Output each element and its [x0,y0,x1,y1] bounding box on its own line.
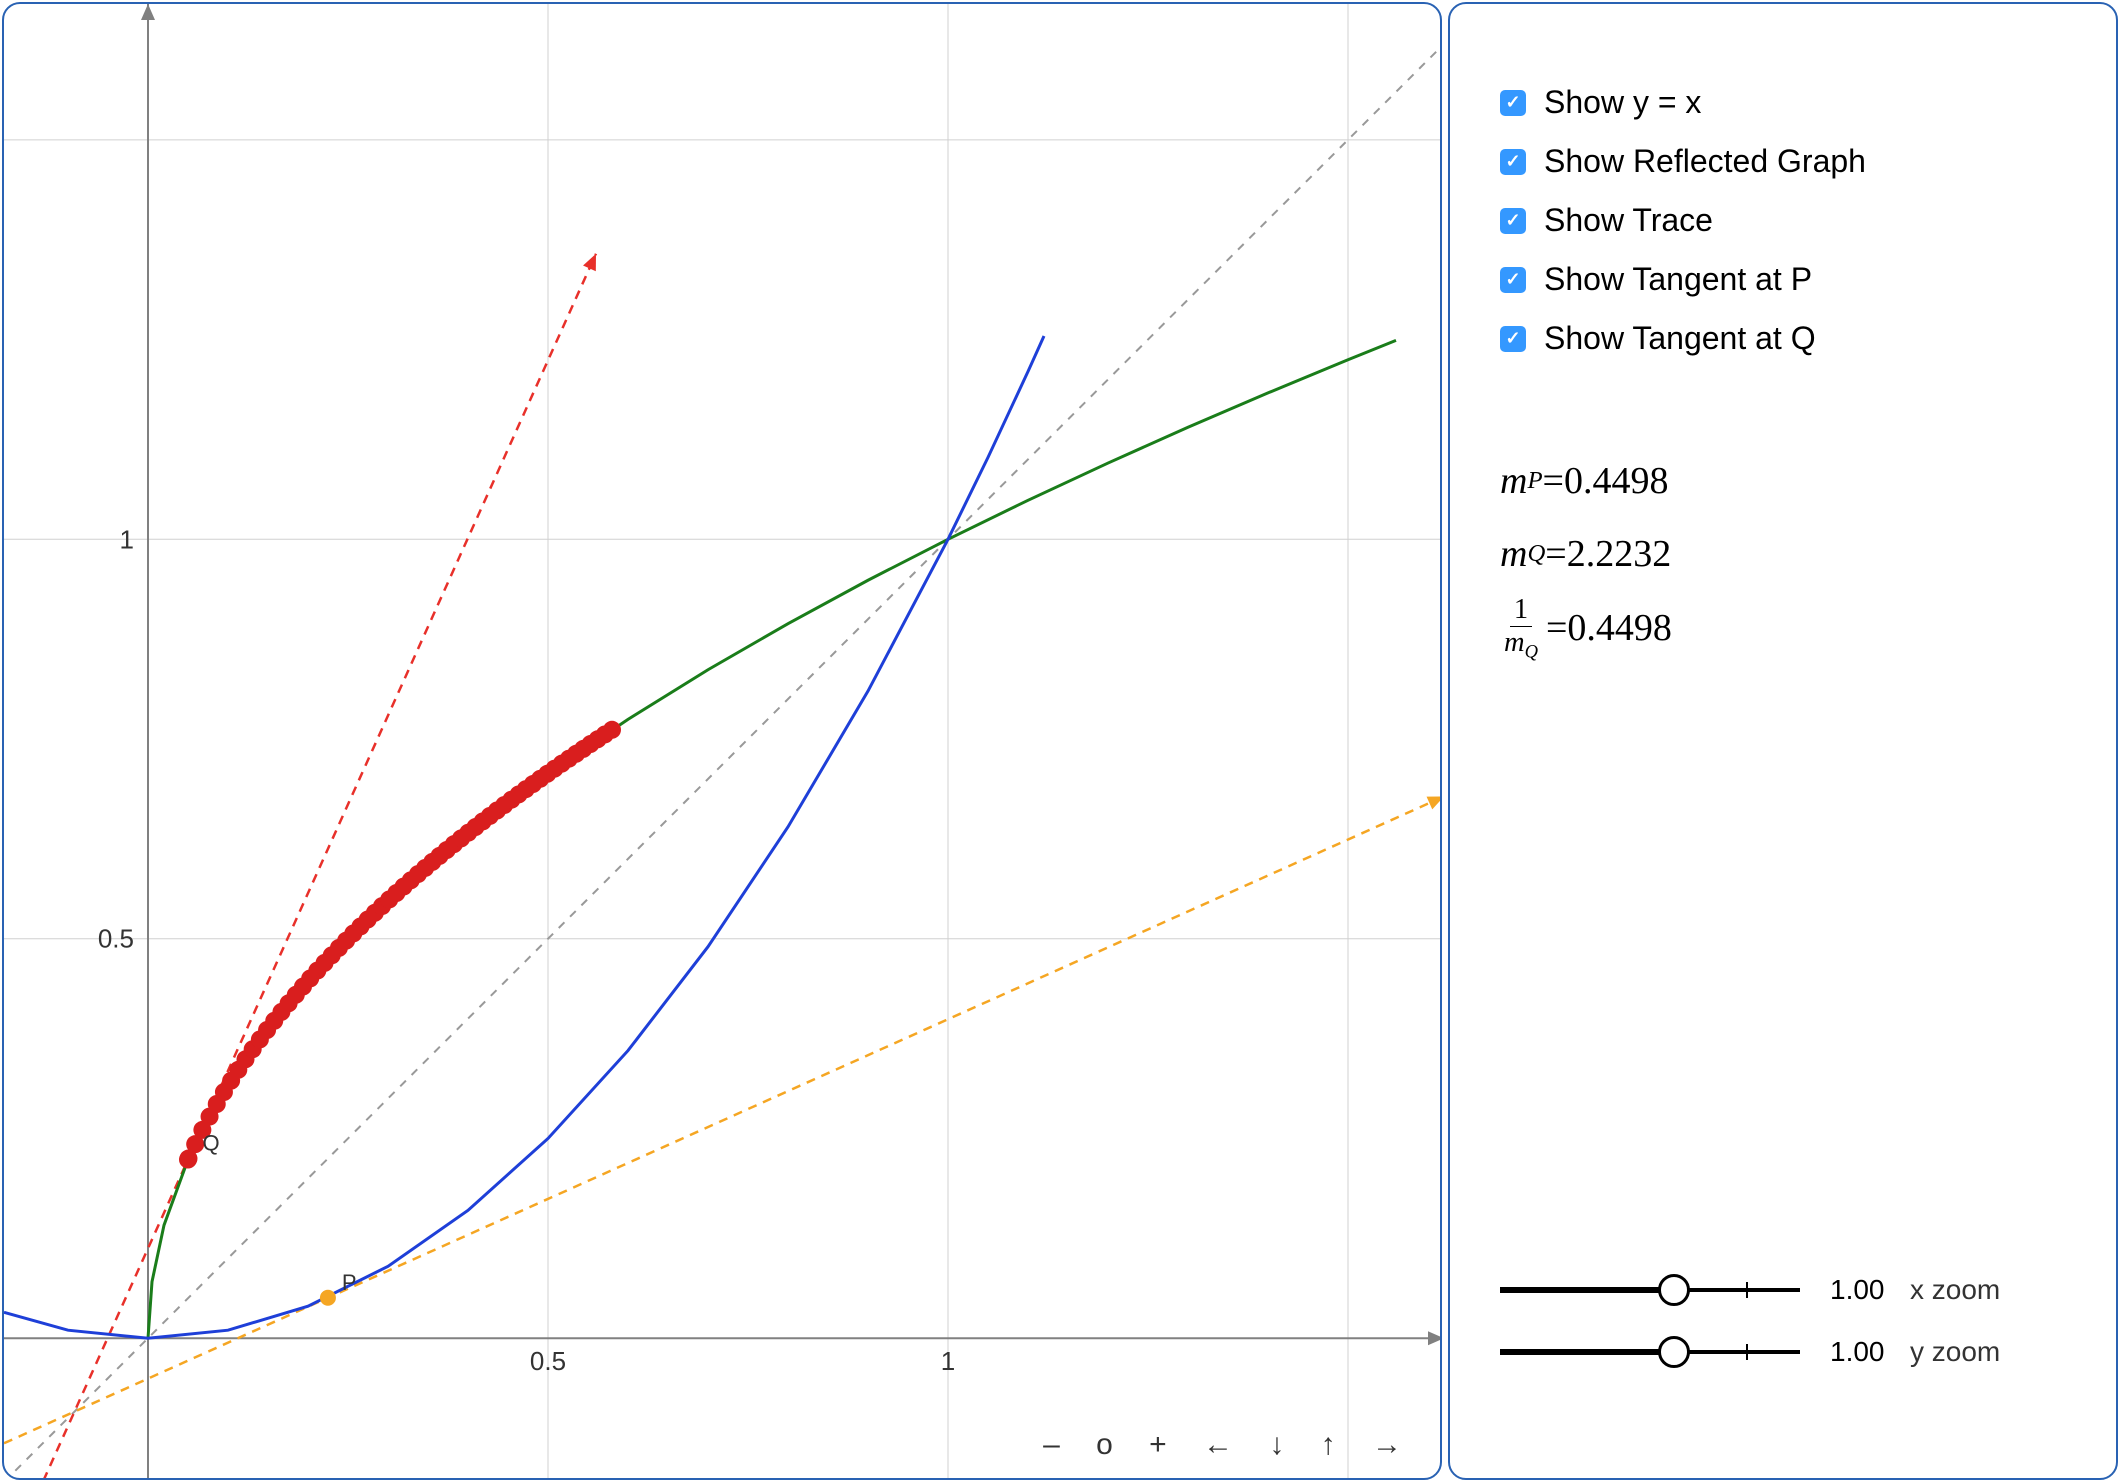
graph-nav-controls[interactable]: – o + ← ↓ ↑ → [1043,1428,1416,1462]
checkbox-label: Show Trace [1544,202,1713,239]
mQ-row: mQ = 2.2232 [1500,522,2076,587]
checkbox-icon[interactable]: ✓ [1500,208,1526,234]
svg-text:0.5: 0.5 [530,1346,566,1376]
checkbox-icon[interactable]: ✓ [1500,326,1526,352]
svg-text:Q: Q [202,1131,219,1156]
checkbox-label: Show Reflected Graph [1544,143,1866,180]
slider-label: x zoom [1910,1274,2000,1306]
checkbox-icon[interactable]: ✓ [1500,267,1526,293]
slider-track[interactable] [1500,1288,1800,1292]
slider-row: 1.00x zoom [1500,1274,2076,1306]
graph-svg[interactable]: 0.5 1 0.5 1 P Q [4,4,1442,1480]
checkbox-row[interactable]: ✓ Show Trace [1500,202,2076,239]
svg-text:0.5: 0.5 [98,924,134,954]
svg-text:1: 1 [941,1346,955,1376]
slider-track[interactable] [1500,1350,1800,1354]
side-panel: ✓ Show y = x ✓ Show Reflected Graph ✓ Show Tr… [1448,2,2118,1480]
checkbox-row[interactable]: ✓ Show Tangent at P [1500,261,2076,298]
slider-row: 1.00y zoom [1500,1336,2076,1368]
svg-text:P: P [342,1270,357,1295]
checkbox-icon[interactable]: ✓ [1500,149,1526,175]
svg-text:1: 1 [120,524,134,554]
checkbox-label: Show Tangent at P [1544,261,1812,298]
slider-value: 1.00 [1830,1336,1910,1368]
slider-thumb[interactable] [1658,1336,1690,1368]
slider-value: 1.00 [1830,1274,1910,1306]
checkbox-row[interactable]: ✓ Show Reflected Graph [1500,143,2076,180]
slider-label: y zoom [1910,1336,2000,1368]
checkbox-icon[interactable]: ✓ [1500,90,1526,116]
checkbox-label: Show Tangent at Q [1544,320,1816,357]
checkbox-list: ✓ Show y = x ✓ Show Reflected Graph ✓ Show Tr… [1500,84,2076,379]
slider-thumb[interactable] [1658,1274,1690,1306]
sliders-block: 1.00x zoom1.00y zoom [1500,1274,2076,1438]
checkbox-row[interactable]: ✓ Show y = x [1500,84,2076,121]
graph-panel[interactable]: 0.5 1 0.5 1 P Q – o + ← ↓ ↑ → [2,2,1442,1480]
checkbox-row[interactable]: ✓ Show Tangent at Q [1500,320,2076,357]
mP-row: mP = 0.4498 [1500,449,2076,514]
checkbox-label: Show y = x [1544,84,1701,121]
inv-mQ-row: 1 mQ = 0.4498 [1500,594,2076,662]
measurements-block: mP = 0.4498 mQ = 2.2232 1 mQ = 0.4498 [1500,449,2076,671]
